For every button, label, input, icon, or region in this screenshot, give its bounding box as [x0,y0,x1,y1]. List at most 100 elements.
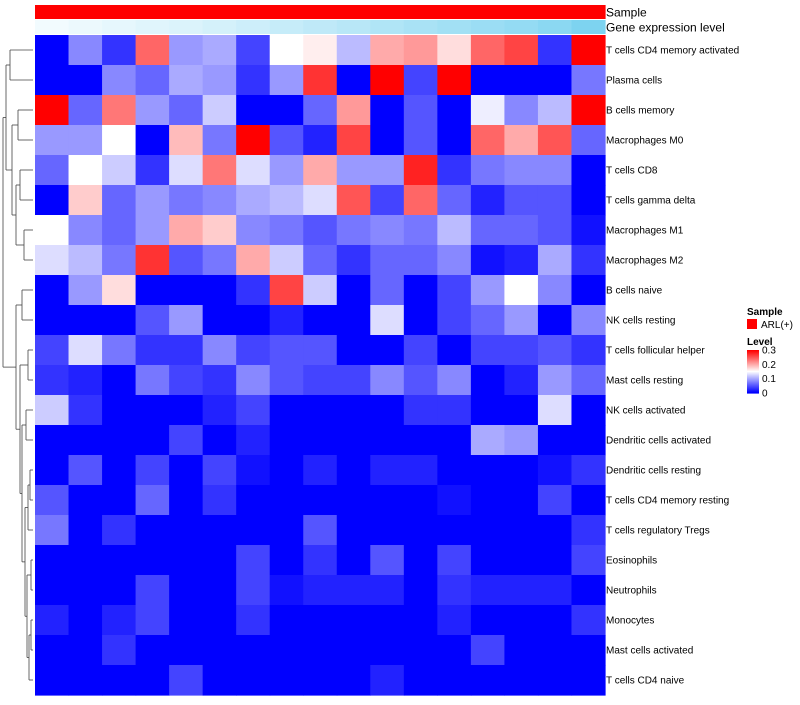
heatmap-cell [537,305,573,336]
heatmap-cell [202,275,237,306]
heatmap-cell [102,485,137,516]
heatmap-cell [35,125,70,156]
legend-level-gradient-step [747,363,759,365]
heatmap-cell [370,95,405,126]
annotation-cell [35,5,70,19]
heatmap-cell [571,95,606,126]
heatmap-cell [102,215,137,246]
heatmap-cell [571,155,606,186]
heatmap-cell [370,65,405,96]
legend-level-gradient-step [747,384,759,386]
row-label: Macrophages M1 [606,226,684,237]
heatmap-cell [370,635,405,666]
heatmap-cell [68,215,103,246]
heatmap-cell [202,455,237,486]
annotation-cell [504,20,539,34]
heatmap-cell [437,125,472,156]
heatmap-cell [470,185,506,216]
heatmap-cell [236,485,271,516]
heatmap-cell [504,425,539,456]
heatmap-cell [169,335,204,366]
row-label: T cells regulatory Tregs [606,526,710,537]
heatmap-cell [504,35,539,66]
legend-level-title: Level [747,337,773,348]
annotation-cell [470,5,506,19]
heatmap-cell [437,455,472,486]
heatmap-cell [202,305,237,336]
row-dendrogram [2,49,33,681]
heatmap-cell [571,605,606,636]
heatmap-cell [202,125,237,156]
annotation-cell [370,20,405,34]
legend-level-gradient-step [747,388,759,390]
heatmap-cell [571,275,606,306]
heatmap-cell [303,515,338,546]
heatmap-cell [169,485,204,516]
legend-level-gradient-step [747,361,759,363]
heatmap-cell [437,35,472,66]
heatmap-cell [537,215,573,246]
heatmap-cell [68,425,103,456]
heatmap-cell [303,605,338,636]
heatmap-cell [470,95,506,126]
heatmap-cell [102,95,137,126]
heatmap-cell [35,425,70,456]
heatmap-cell [169,545,204,576]
heatmap-cell [269,395,304,426]
heatmap-cell [35,335,70,366]
annotation-cell [303,5,338,19]
heatmap-cell [135,125,170,156]
heatmap-cell [236,35,271,66]
heatmap-cell [537,455,573,486]
legend-level-gradient-step [747,359,759,361]
heatmap-cell [437,485,472,516]
heatmap-cell [68,65,103,96]
row-label: Macrophages M2 [606,256,684,267]
heatmap-cell [303,545,338,576]
heatmap-cell [135,35,170,66]
heatmap-cell [403,245,438,276]
heatmap-cell [336,365,371,396]
heatmap-cell [403,95,438,126]
heatmap-cell [303,305,338,336]
heatmap-cell [35,305,70,336]
row-label: T cells CD8 [606,166,658,177]
annotation-cell [169,20,204,34]
heatmap-cell [370,575,405,606]
heatmap-cell [269,365,304,396]
heatmap-cell [68,185,103,216]
heatmap-cell [202,215,237,246]
heatmap-cell [269,515,304,546]
heatmap-cell [202,425,237,456]
heatmap-cell [169,95,204,126]
heatmap-cell [269,95,304,126]
heatmap-cell [470,215,506,246]
annotation-cell [102,5,137,19]
heatmap-cell [437,155,472,186]
heatmap-cell [470,365,506,396]
heatmap-cell [202,545,237,576]
heatmap-cell [470,335,506,366]
legend-level-gradient-step [747,379,759,381]
row-label: T cells CD4 naive [606,676,685,687]
heatmap-cell [102,545,137,576]
heatmap-cell [403,485,438,516]
heatmap-cell [437,245,472,276]
heatmap-cells [35,35,606,696]
heatmap-cell [169,65,204,96]
heatmap-cell [303,455,338,486]
heatmap-cell [35,545,70,576]
heatmap-cell [470,395,506,426]
heatmap-cell [68,395,103,426]
legend-level-gradient-step [747,387,759,389]
annotation-cell [35,20,70,34]
heatmap-cell [102,125,137,156]
heatmap-cell [269,665,304,696]
heatmap-cell [135,395,170,426]
heatmap-cell [303,485,338,516]
heatmap-cell [135,665,170,696]
annotation-cell [135,20,170,34]
heatmap-cell [571,455,606,486]
heatmap-cell [537,515,573,546]
